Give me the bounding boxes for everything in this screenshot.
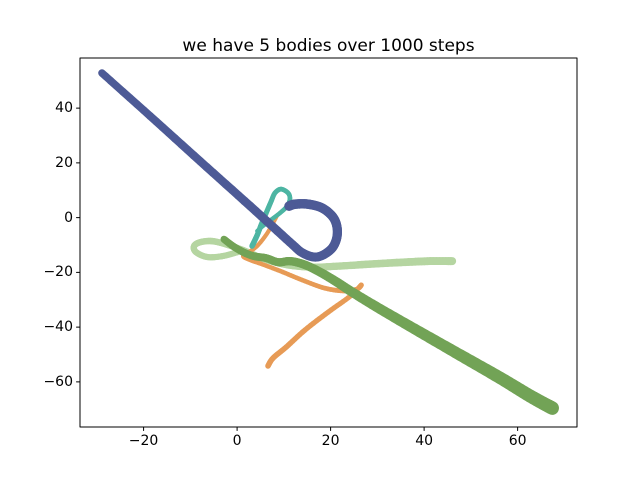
x-tick-label: −20 (128, 433, 159, 449)
y-tick-label: 20 (55, 154, 73, 171)
y-tick-label: −20 (43, 264, 73, 281)
y-tick-label: 0 (64, 209, 73, 226)
x-tick-label: 60 (508, 433, 527, 449)
y-tick-label: −60 (43, 373, 73, 390)
y-tick-label: −40 (43, 319, 73, 336)
y-tick-label: 40 (55, 100, 73, 117)
chart-title: we have 5 bodies over 1000 steps (182, 36, 475, 56)
x-tick-label: 0 (232, 433, 242, 449)
x-tick-label: 40 (415, 433, 434, 449)
x-tick-label: 20 (321, 433, 340, 449)
